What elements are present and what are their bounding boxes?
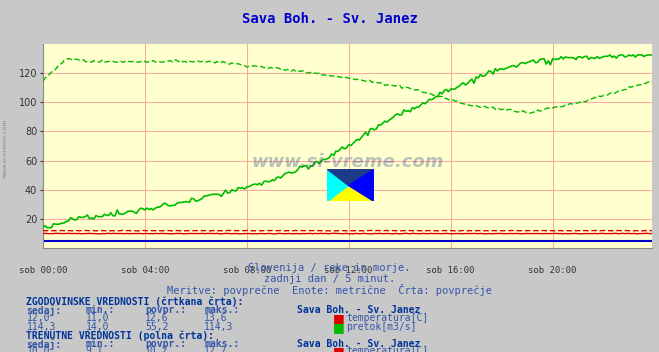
- Text: temperatura[C]: temperatura[C]: [346, 313, 428, 323]
- Text: www.si-vreme.com: www.si-vreme.com: [251, 153, 444, 171]
- Text: 9,1: 9,1: [86, 346, 103, 352]
- Text: 14,0: 14,0: [86, 322, 109, 332]
- Text: 12,7: 12,7: [204, 346, 228, 352]
- Text: sob 20:00: sob 20:00: [529, 266, 577, 275]
- Text: maks.:: maks.:: [204, 305, 239, 315]
- Text: temperatura[C]: temperatura[C]: [346, 346, 428, 352]
- Text: 10,2: 10,2: [145, 346, 169, 352]
- Text: ■: ■: [333, 312, 345, 325]
- Text: sedaj:: sedaj:: [26, 305, 61, 316]
- Text: sob 12:00: sob 12:00: [324, 266, 373, 275]
- Text: ■: ■: [333, 321, 345, 334]
- Text: povpr.:: povpr.:: [145, 305, 186, 315]
- Text: 10,0: 10,0: [26, 346, 50, 352]
- Text: 13,6: 13,6: [204, 313, 228, 323]
- Text: zadnji dan / 5 minut.: zadnji dan / 5 minut.: [264, 274, 395, 284]
- Text: maks.:: maks.:: [204, 339, 239, 348]
- Text: 12,6: 12,6: [145, 313, 169, 323]
- Text: Meritve: povprečne  Enote: metrične  Črta: povprečje: Meritve: povprečne Enote: metrične Črta:…: [167, 284, 492, 296]
- Text: TRENUTNE VREDNOSTI (polna črta):: TRENUTNE VREDNOSTI (polna črta):: [26, 330, 214, 341]
- Text: sedaj:: sedaj:: [26, 339, 61, 350]
- Text: min.:: min.:: [86, 339, 115, 348]
- Text: Sava Boh. - Sv. Janez: Sava Boh. - Sv. Janez: [297, 305, 420, 315]
- Text: sob 08:00: sob 08:00: [223, 266, 271, 275]
- Text: ZGODOVINSKE VREDNOSTI (črtkana črta):: ZGODOVINSKE VREDNOSTI (črtkana črta):: [26, 296, 244, 307]
- Text: 11,0: 11,0: [86, 313, 109, 323]
- Text: sob 16:00: sob 16:00: [426, 266, 475, 275]
- Text: 12,0: 12,0: [26, 313, 50, 323]
- Text: Sava Boh. - Sv. Janez: Sava Boh. - Sv. Janez: [297, 339, 420, 348]
- Text: pretok[m3/s]: pretok[m3/s]: [346, 322, 416, 332]
- Text: sob 00:00: sob 00:00: [18, 266, 67, 275]
- Text: min.:: min.:: [86, 305, 115, 315]
- Text: ■: ■: [333, 345, 345, 352]
- Text: 55,2: 55,2: [145, 322, 169, 332]
- Text: Slovenija / reke in morje.: Slovenija / reke in morje.: [248, 263, 411, 273]
- Text: 114,3: 114,3: [26, 322, 56, 332]
- Text: povpr.:: povpr.:: [145, 339, 186, 348]
- Text: www.si-vreme.com: www.si-vreme.com: [3, 118, 8, 178]
- Text: sob 04:00: sob 04:00: [121, 266, 169, 275]
- Text: Sava Boh. - Sv. Janez: Sava Boh. - Sv. Janez: [242, 12, 417, 26]
- Text: 114,3: 114,3: [204, 322, 234, 332]
